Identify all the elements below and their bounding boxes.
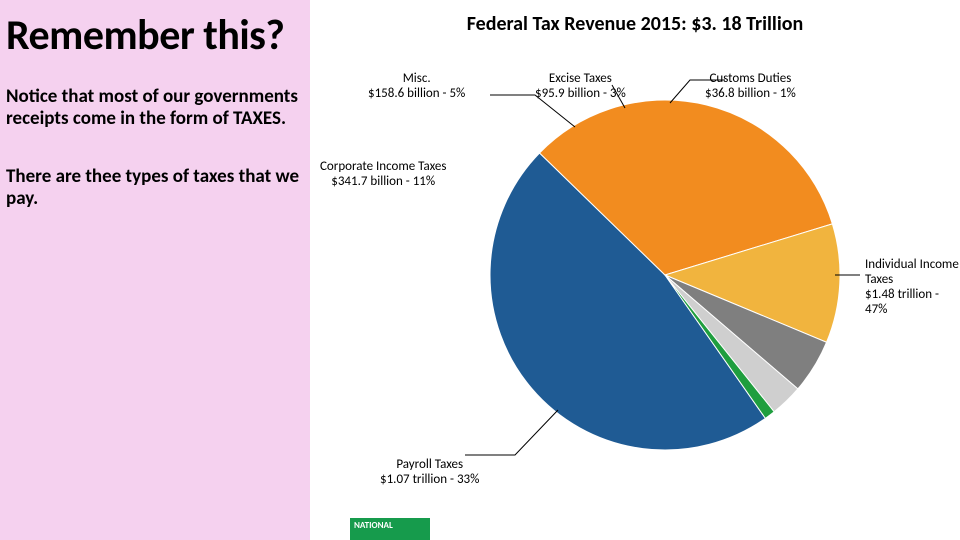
slice-name: Corporate Income Taxes bbox=[320, 160, 446, 175]
slide-para-2: There are thee types of taxes that we pa… bbox=[6, 166, 300, 210]
footer-badge: NATIONAL bbox=[350, 518, 430, 540]
leader-line bbox=[465, 410, 558, 455]
slice-name: Misc. bbox=[368, 72, 465, 87]
pie-slice-label: Excise Taxes$95.9 billion - 3% bbox=[535, 72, 626, 102]
pie-slice-label: Payroll Taxes$1.07 trillion - 33% bbox=[380, 458, 479, 488]
slice-value: $95.9 billion - 3% bbox=[535, 87, 626, 102]
left-panel: Remember this? Notice that most of our g… bbox=[0, 0, 310, 540]
slice-name: Excise Taxes bbox=[535, 72, 626, 87]
pie-slice-label: Individual Income Taxes$1.48 trillion - … bbox=[865, 258, 960, 318]
slide-para-1: Notice that most of our governments rece… bbox=[6, 86, 300, 130]
slice-value: $341.7 billion - 11% bbox=[320, 175, 446, 190]
pie-slice-label: Customs Duties$36.8 billion - 1% bbox=[705, 72, 796, 102]
slice-name: Payroll Taxes bbox=[380, 458, 479, 473]
slice-value: $1.48 trillion - 47% bbox=[865, 288, 960, 318]
pie-slice-label: Corporate Income Taxes$341.7 billion - 1… bbox=[320, 160, 446, 190]
slice-value: $158.6 billion - 5% bbox=[368, 87, 465, 102]
slice-value: $1.07 trillion - 33% bbox=[380, 473, 479, 488]
pie-slice-label: Misc.$158.6 billion - 5% bbox=[368, 72, 465, 102]
chart-panel: Federal Tax Revenue 2015: $3. 18 Trillio… bbox=[310, 0, 960, 540]
slice-name: Customs Duties bbox=[705, 72, 796, 87]
slice-name: Individual Income Taxes bbox=[865, 258, 960, 288]
slice-value: $36.8 billion - 1% bbox=[705, 87, 796, 102]
slide-title: Remember this? bbox=[6, 14, 300, 58]
